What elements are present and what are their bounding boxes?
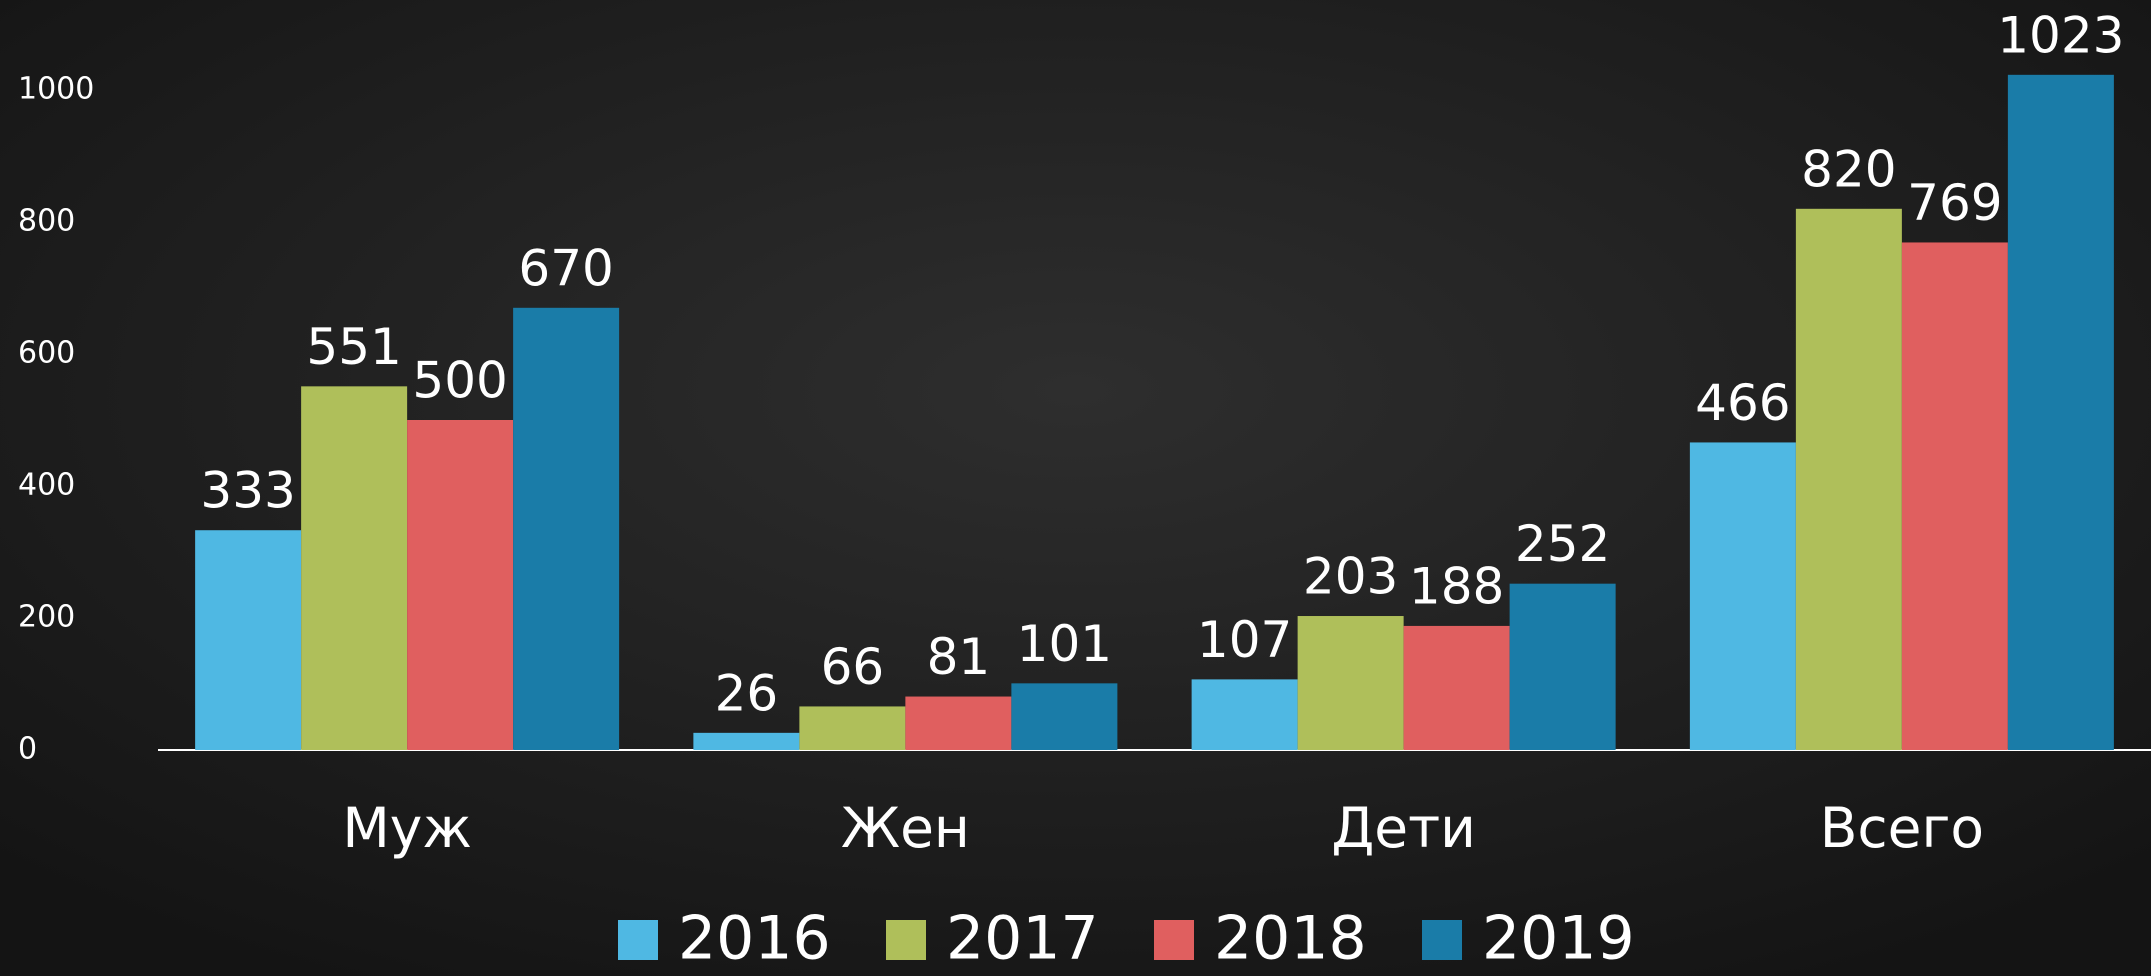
bar (1509, 583, 1616, 750)
bar (1191, 679, 1298, 750)
legend-swatch (1154, 920, 1194, 960)
value-label: 551 (306, 318, 401, 376)
value-label: 188 (1409, 557, 1504, 615)
bar (1689, 442, 1796, 750)
value-label: 500 (412, 352, 507, 410)
bar (1403, 625, 1510, 750)
bar (799, 706, 906, 750)
y-tick-label: 0 (18, 732, 37, 767)
value-label: 820 (1801, 140, 1896, 198)
value-label: 203 (1303, 548, 1398, 606)
bar (1901, 242, 2008, 750)
y-tick-label: 800 (18, 204, 75, 239)
y-tick-label: 200 (18, 600, 75, 635)
bar (407, 420, 514, 750)
value-label: 26 (715, 664, 779, 722)
legend-label: 2016 (678, 904, 831, 974)
bar (1297, 616, 1404, 750)
value-label: 81 (927, 628, 991, 686)
value-label: 1023 (1997, 6, 2124, 64)
x-tick-label: Муж (342, 796, 472, 860)
y-tick-label: 600 (18, 336, 75, 371)
value-label: 101 (1017, 615, 1112, 673)
bar (2007, 74, 2114, 750)
legend-swatch (886, 920, 926, 960)
value-label: 466 (1695, 374, 1790, 432)
value-label: 66 (821, 638, 885, 696)
bar (301, 386, 408, 750)
x-tick-label: Дети (1331, 796, 1476, 860)
y-tick-label: 400 (18, 468, 75, 503)
legend-label: 2019 (1482, 904, 1635, 974)
value-label: 333 (200, 462, 295, 520)
bar (513, 307, 620, 750)
y-tick-label: 1000 (18, 72, 94, 107)
bar (693, 732, 800, 750)
x-tick-label: Всего (1820, 796, 1984, 860)
value-label: 769 (1907, 174, 2002, 232)
x-tick-label: Жен (841, 796, 970, 860)
bar (1011, 683, 1118, 750)
legend-swatch (618, 920, 658, 960)
legend-label: 2018 (1214, 904, 1367, 974)
value-label: 107 (1197, 611, 1292, 669)
value-label: 670 (518, 239, 613, 297)
value-label: 252 (1515, 515, 1610, 573)
bar (905, 696, 1012, 750)
legend-label: 2017 (946, 904, 1099, 974)
bar (1795, 208, 1902, 751)
legend-swatch (1422, 920, 1462, 960)
bar (195, 530, 302, 750)
